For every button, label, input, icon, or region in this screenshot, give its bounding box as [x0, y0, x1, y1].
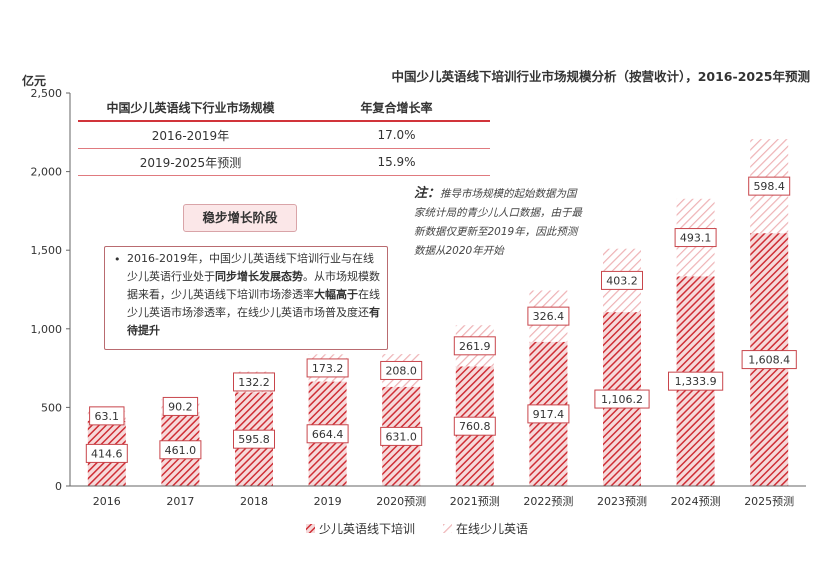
data-label-online-box [748, 176, 791, 196]
stage-text-3: 在线少儿英语市场渗透率，在线少儿英语市场普及度还 [127, 288, 380, 319]
legend-label: 在线少儿英语 [456, 522, 528, 536]
data-label-online-box [162, 396, 199, 416]
x-tick-label: 2016 [93, 495, 121, 508]
data-label-online-box [453, 336, 496, 356]
cagr-period: 2016-2019年 [78, 121, 303, 149]
data-label-offline-box [306, 424, 349, 444]
data-label-online: 208.0 [385, 364, 417, 377]
data-label-online: 132.2 [238, 376, 270, 389]
data-label-offline-box [233, 429, 275, 449]
data-label-online-box [233, 372, 275, 392]
data-label-online-box [380, 360, 423, 380]
data-label-offline: 1,106.2 [601, 393, 643, 406]
y-tick-label: 1,500 [31, 244, 63, 257]
stage-label: 稳步增长阶段 [183, 204, 297, 232]
x-tick-label: 2022预测 [523, 495, 573, 508]
data-label-offline: 1,333.9 [675, 375, 717, 388]
chart-title: 中国少儿英语线下培训行业市场规模分析（按营收计），2016-2025年预测 [391, 69, 810, 84]
legend-label: 少儿英语线下培训 [319, 521, 415, 536]
data-label-offline: 1,608.4 [748, 354, 790, 367]
data-label-offline: 760.8 [459, 420, 491, 433]
data-label-offline-box [527, 404, 570, 424]
x-tick-label: 2019 [314, 495, 342, 508]
legend-layer: 少儿英语线下培训 在线少儿英语 [306, 521, 528, 536]
stage-text-2: 。从市场规模数据来看，少儿英语线下培训市场渗透率 [127, 270, 380, 301]
x-tick-label: 2020预测 [376, 495, 426, 508]
data-label-offline: 461.0 [165, 444, 197, 457]
note-label: 注： [414, 186, 441, 201]
legend-swatch [306, 524, 315, 533]
y-tick-label: 0 [55, 480, 62, 493]
y-tick-label: 500 [41, 401, 62, 414]
y-tick-label: 1,000 [31, 323, 63, 336]
legend-swatch [443, 524, 452, 533]
stage-bold-1: 同步增长发展态势 [215, 270, 303, 283]
x-tick-label: 2025预测 [744, 495, 794, 508]
table-row: 2016-2019年 17.0% [78, 121, 490, 149]
data-label-offline-box [159, 440, 202, 460]
labels-layer: 414.6 63.1 461.0 90.2 595.8 132.2 664.4 173.2 63… [85, 176, 797, 463]
data-label-online: 598.4 [753, 180, 785, 193]
data-note: 注：推导市场规模的起始数据为国家统计局的青少儿人口数据，由于最新数据仅更新至20… [414, 184, 586, 261]
x-tick-label: 2017 [166, 495, 194, 508]
cagr-table: 中国少儿英语线下行业市场规模 年复合增长率 2016-2019年 17.0% 2… [78, 94, 490, 176]
cagr-header-scale: 中国少儿英语线下行业市场规模 [78, 94, 303, 122]
data-label-offline: 631.0 [385, 430, 417, 443]
data-label-offline-box [380, 426, 423, 446]
data-label-offline: 414.6 [91, 447, 123, 460]
cagr-rate: 17.0% [303, 121, 490, 149]
cagr-header-rate: 年复合增长率 [303, 94, 490, 122]
data-label-online-box [601, 270, 643, 290]
data-label-online-box [89, 406, 125, 426]
x-tick-label: 2021预测 [450, 495, 500, 508]
cagr-rate: 15.9% [303, 148, 490, 176]
x-tick-label: 2023预测 [597, 495, 647, 508]
data-label-online: 493.1 [680, 232, 712, 245]
stage-bold-2: 大幅高于 [314, 288, 358, 301]
y-axis-unit: 亿元 [22, 74, 47, 88]
data-label-online-box [674, 228, 717, 248]
stage-bold-3: 有待提升 [127, 306, 380, 337]
y-tick-label: 2,000 [31, 166, 63, 179]
y-tick-label: 2,500 [31, 87, 63, 100]
cagr-header-row: 中国少儿英语线下行业市场规模 年复合增长率 [78, 94, 490, 122]
axis-layer: 0 500 1,000 1,500 2,000 2,500 2016 2017 2018 2019… [31, 87, 806, 508]
data-label-offline-box [741, 350, 797, 370]
bullet-icon: • [114, 253, 121, 266]
data-label-offline-box [668, 371, 724, 391]
data-label-online-box [306, 358, 349, 378]
data-label-offline-box [453, 416, 496, 436]
cagr-period: 2019-2025年预测 [78, 148, 303, 176]
data-label-online: 261.9 [459, 340, 491, 353]
data-label-online: 326.4 [533, 310, 565, 323]
note-text: 推导市场规模的起始数据为国家统计局的青少儿人口数据，由于最新数据仅更新至2019… [414, 188, 582, 257]
data-label-offline-box [85, 443, 128, 463]
data-label-offline-box [594, 389, 650, 409]
x-tick-label: 2018 [240, 495, 268, 508]
stage-text-1: 2016-2019年，中国少儿英语线下培训行业与在线少儿英语行业处于 [127, 252, 374, 283]
data-label-online: 173.2 [312, 362, 344, 375]
table-row: 2019-2025年预测 15.9% [78, 148, 490, 176]
data-label-online-box [527, 306, 570, 326]
data-label-online: 90.2 [168, 400, 193, 413]
data-label-online: 63.1 [95, 410, 120, 423]
x-tick-label: 2024预测 [671, 495, 721, 508]
data-label-online: 403.2 [606, 274, 638, 287]
data-label-offline: 595.8 [238, 433, 270, 446]
data-label-offline: 664.4 [312, 428, 344, 441]
stage-description: • 2016-2019年，中国少儿英语线下培训行业与在线少儿英语行业处于同步增长发… [104, 246, 388, 350]
data-label-offline: 917.4 [533, 408, 565, 421]
